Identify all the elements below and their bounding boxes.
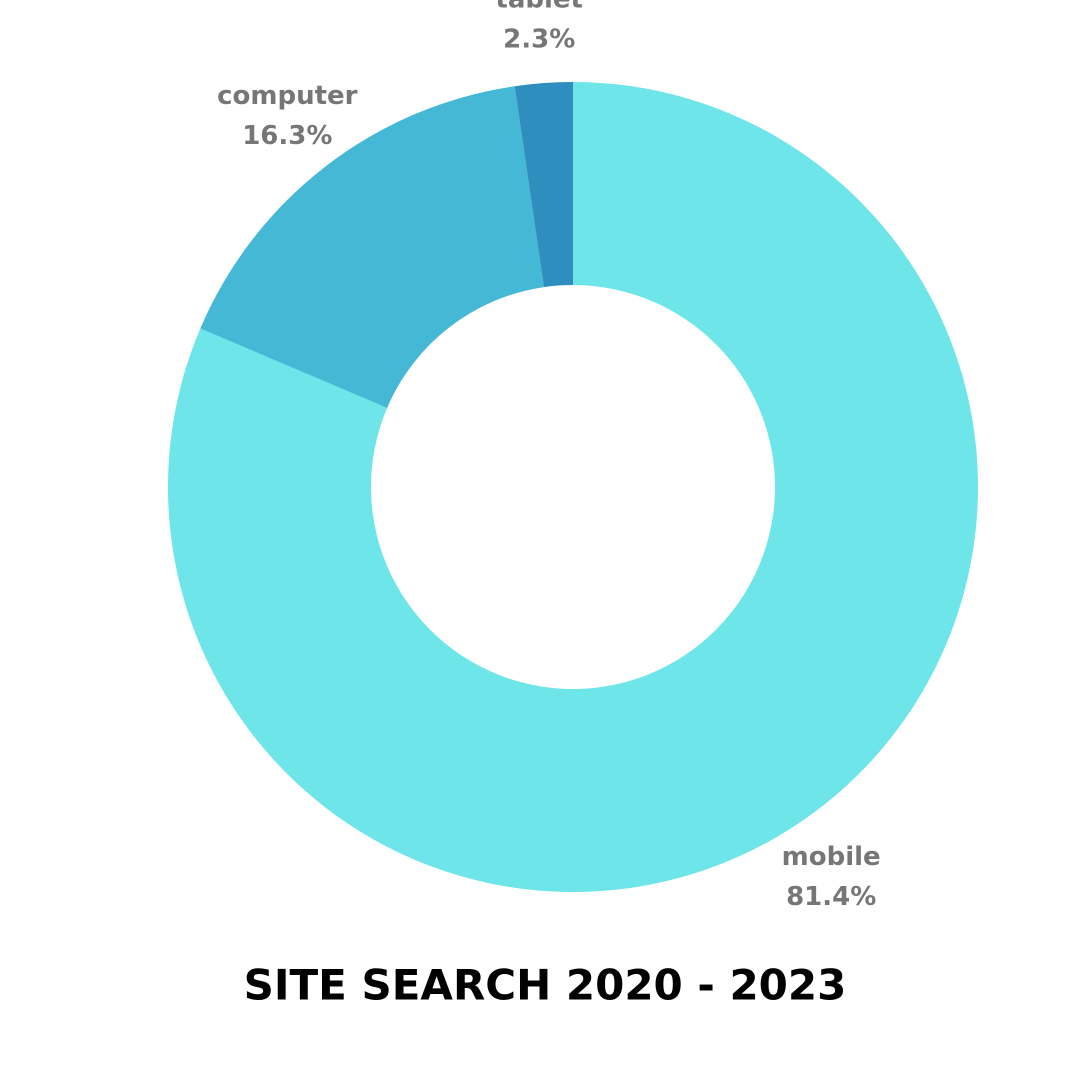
segment-name: tablet: [495, 0, 583, 15]
segment-name: computer: [217, 81, 358, 111]
donut-segment: [167, 82, 979, 892]
chart-title: SITE SEARCH 2020 - 2023: [244, 961, 847, 1010]
segment-name: mobile: [782, 842, 881, 872]
donut-segment: [200, 86, 544, 408]
segment-value: 16.3%: [242, 121, 332, 151]
donut-segment: [514, 82, 573, 288]
segment-value: 81.4%: [786, 882, 876, 912]
segment-value: 2.3%: [503, 25, 575, 55]
